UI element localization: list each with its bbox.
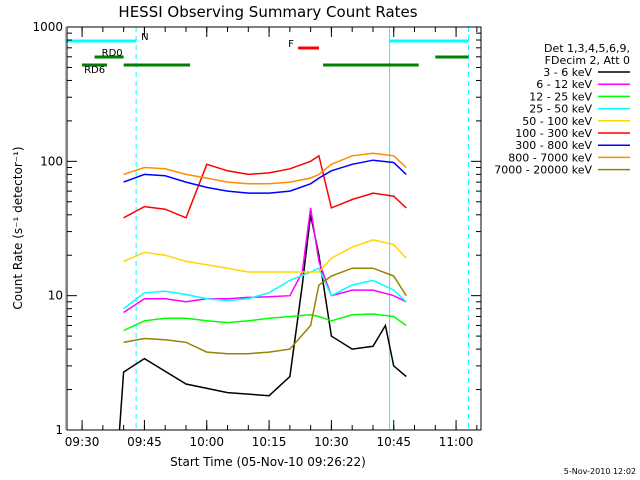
y-axis-label: Count Rate (s⁻¹ detector⁻¹) bbox=[11, 146, 25, 309]
y-tick-label-2: 100 bbox=[40, 154, 63, 168]
legend-label-6: 300 - 800 keV bbox=[515, 139, 592, 152]
x-tick-label-4: 10:30 bbox=[314, 435, 349, 449]
legend-label-7: 800 - 7000 keV bbox=[508, 151, 592, 164]
x-axis-label: Start Time (05-Nov-10 09:26:22) bbox=[170, 455, 366, 469]
legend-label-1: 6 - 12 keV bbox=[536, 78, 592, 91]
legend-label-5: 100 - 300 keV bbox=[515, 127, 592, 140]
plot-area: N RD0 RD6 F 1 10 100 1000 09:30 09:45 10:00 10:15 10… bbox=[32, 20, 482, 449]
chart-title: HESSI Observing Summary Count Rates bbox=[118, 3, 417, 21]
y-tick-label-3: 1000 bbox=[32, 20, 63, 34]
series-line-2 bbox=[123, 313, 407, 332]
series-line-7 bbox=[123, 152, 407, 185]
series-line-5 bbox=[123, 154, 407, 219]
x-tick-label-6: 11:00 bbox=[439, 435, 474, 449]
y-tick-label-1: 10 bbox=[48, 289, 63, 303]
legend-label-0: 3 - 6 keV bbox=[543, 66, 592, 79]
x-tick-label-2: 10:00 bbox=[189, 435, 224, 449]
legend: Det 1,3,4,5,6,9, FDecim 2, Att 0 3 - 6 k… bbox=[494, 42, 630, 177]
legend-label-3: 25 - 50 keV bbox=[529, 103, 592, 116]
legend-label-4: 50 - 100 keV bbox=[522, 115, 592, 128]
series-line-4 bbox=[123, 239, 407, 273]
series-line-1 bbox=[123, 207, 407, 314]
legend-header-line1: Det 1,3,4,5,6,9, bbox=[544, 42, 630, 55]
annotation-label-f: F bbox=[288, 39, 294, 50]
annotation-label-rd0: RD0 bbox=[102, 48, 123, 59]
x-tick-label-0: 09:30 bbox=[65, 435, 100, 449]
x-tick-label-3: 10:15 bbox=[252, 435, 287, 449]
series-line-6 bbox=[123, 159, 407, 194]
annotation-label-rd6: RD6 bbox=[84, 65, 105, 76]
legend-header-line2: FDecim 2, Att 0 bbox=[545, 54, 630, 67]
plot-frame bbox=[66, 26, 482, 431]
series-line-3 bbox=[123, 267, 407, 310]
footer-timestamp: 5-Nov-2010 12:02 bbox=[564, 467, 636, 476]
x-tick-label-1: 09:45 bbox=[127, 435, 162, 449]
legend-label-8: 7000 - 20000 keV bbox=[494, 164, 592, 177]
y-tick-label-0: 1 bbox=[55, 423, 63, 437]
series-line-0 bbox=[118, 214, 407, 431]
x-tick-label-5: 10:45 bbox=[376, 435, 411, 449]
series-line-8 bbox=[123, 267, 407, 355]
annotation-label-n: N bbox=[141, 32, 148, 43]
legend-label-2: 12 - 25 keV bbox=[529, 90, 592, 103]
